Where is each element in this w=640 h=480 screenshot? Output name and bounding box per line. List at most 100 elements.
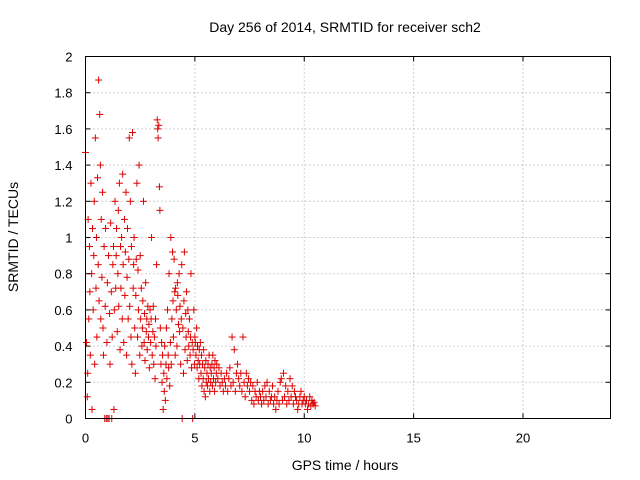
data-point [110, 306, 118, 314]
data-point [134, 333, 142, 341]
data-point [258, 400, 266, 408]
data-point [106, 310, 114, 318]
data-point [186, 351, 194, 359]
data-point [107, 219, 115, 227]
data-point [110, 405, 118, 413]
data-point [304, 405, 312, 413]
data-point [145, 364, 153, 372]
data-point [123, 273, 131, 281]
data-point [130, 261, 138, 269]
data-point [118, 315, 126, 323]
data-point [122, 188, 130, 196]
data-point [253, 378, 261, 386]
data-point [149, 328, 157, 336]
data-point [125, 255, 133, 263]
data-point [148, 234, 156, 241]
data-point [100, 243, 108, 251]
data-point [136, 252, 144, 260]
data-point [310, 398, 318, 406]
data-point [120, 338, 128, 346]
data-point [180, 248, 188, 256]
data-point [225, 375, 233, 383]
data-point [169, 333, 177, 341]
data-point [85, 315, 93, 323]
data-point [135, 161, 143, 169]
data-point [143, 346, 151, 354]
data-point [180, 297, 188, 305]
data-point [240, 378, 248, 386]
data-point [194, 342, 201, 350]
data-point [149, 302, 157, 310]
data-point [99, 188, 107, 196]
data-point [158, 378, 166, 386]
data-point [229, 378, 237, 386]
data-point [138, 324, 146, 332]
data-point [147, 338, 155, 346]
data-point [247, 378, 255, 386]
data-point [145, 333, 152, 341]
x-tick-label: 15 [406, 431, 420, 446]
data-point [197, 369, 205, 377]
data-point [150, 333, 158, 341]
y-axis-label: SRMTID / TECUs [5, 182, 21, 292]
data-point [174, 320, 182, 328]
data-point [160, 387, 168, 395]
y-tick-label: 1.6 [54, 122, 72, 137]
y-tick-label: 0.4 [54, 339, 72, 354]
data-point [163, 375, 171, 383]
data-point [91, 134, 99, 142]
data-point [121, 291, 129, 299]
x-tick-label: 0 [82, 431, 89, 446]
data-point [209, 351, 217, 359]
data-point [167, 234, 175, 241]
data-point [118, 234, 126, 241]
data-point [94, 174, 102, 182]
data-point [269, 382, 277, 390]
data-point [121, 248, 129, 256]
data-point [112, 252, 120, 260]
data-point [134, 266, 142, 274]
data-point [96, 110, 104, 118]
data-point [311, 402, 319, 410]
data-point [150, 360, 158, 368]
data-point [142, 279, 150, 287]
data-point [145, 320, 153, 328]
data-point [201, 393, 209, 401]
data-point [180, 369, 187, 377]
data-point [137, 315, 145, 323]
data-point [154, 125, 162, 133]
data-point [187, 270, 195, 278]
data-point [238, 387, 246, 395]
data-point [202, 357, 210, 365]
data-point [154, 134, 162, 142]
data-point [276, 378, 284, 386]
data-point [165, 364, 173, 372]
data-point [168, 315, 176, 323]
data-point [98, 273, 106, 281]
data-point [141, 357, 149, 365]
data-point [278, 396, 286, 404]
data-point [103, 338, 111, 346]
data-point [116, 346, 124, 354]
data-point [167, 360, 175, 368]
data-point [151, 375, 159, 383]
data-point [97, 215, 105, 223]
data-point [223, 369, 231, 377]
data-point [185, 342, 193, 350]
data-point [137, 284, 145, 292]
data-point [213, 360, 221, 368]
data-point [164, 351, 172, 359]
data-point [132, 291, 140, 299]
y-tick-label: 1 [65, 231, 72, 246]
data-point [177, 360, 185, 368]
data-point [169, 248, 177, 256]
data-point [236, 382, 244, 390]
data-point [285, 396, 293, 404]
data-point [85, 243, 93, 251]
data-point [288, 382, 296, 390]
data-point [172, 284, 180, 292]
y-tick-label: 0.8 [54, 267, 72, 282]
data-point [162, 324, 170, 332]
data-point [109, 261, 117, 269]
data-point [106, 360, 114, 368]
